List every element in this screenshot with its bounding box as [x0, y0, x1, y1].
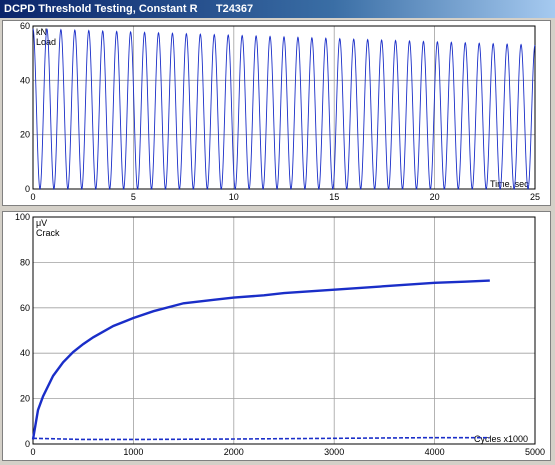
crack-chart-series-label: Crack — [36, 228, 60, 238]
crack-chart-x-tick-label: 3000 — [324, 447, 344, 457]
crack-chart-grid — [32, 216, 536, 445]
crack-chart-y-tick-label: 0 — [25, 439, 30, 449]
crack-chart-y-tick-label: 40 — [20, 348, 30, 358]
load-chart-y-tick-label: 0 — [25, 184, 30, 194]
crack-chart-y-ticks: 0 20 40 60 80 100 — [15, 212, 30, 449]
crack-chart-x-tick-label: 5000 — [525, 447, 545, 457]
crack-chart-y-tick-label: 20 — [20, 394, 30, 404]
crack-chart-plot-frame — [32, 216, 536, 445]
crack-chart-y-tick-label: 60 — [20, 303, 30, 313]
load-chart-y-tick-label: 40 — [20, 75, 30, 85]
load-chart-y-tick-label: 20 — [20, 130, 30, 140]
load-chart-x-tick-label: 20 — [430, 192, 440, 202]
crack-chart-x-tick-label: 2000 — [224, 447, 244, 457]
crack-chart-x-tick-label: 4000 — [425, 447, 445, 457]
load-chart-unit-label: kN — [36, 27, 47, 37]
crack-chart-x-tick-label: 0 — [30, 447, 35, 457]
load-chart-x-axis-label: Time, sec — [490, 179, 529, 189]
crack-chart-series-line-1 — [31, 279, 490, 440]
crack-chart: 0 20 40 60 80 100 0 1000 2000 3000 4000 5000 μV Cr… — [15, 212, 545, 457]
load-chart-x-ticks: 0 5 10 15 20 25 — [30, 192, 540, 202]
load-chart-x-tick-label: 10 — [229, 192, 239, 202]
crack-chart-y-tick-label: 100 — [15, 212, 30, 222]
load-chart-y-ticks: 0 20 40 60 — [20, 21, 30, 194]
load-chart-x-tick-label: 15 — [329, 192, 339, 202]
load-chart-panel: 0 20 40 60 0 5 10 15 20 25 kN Load Time, sec — [2, 20, 551, 206]
crack-chart-x-tick-label: 1000 — [123, 447, 143, 457]
window-title-bar: DCPD Threshold Testing, Constant R T2436… — [0, 0, 555, 18]
crack-chart-x-ticks: 0 1000 2000 3000 4000 5000 — [30, 447, 545, 457]
load-chart-y-tick-label: 60 — [20, 21, 30, 31]
load-chart-x-tick-label: 25 — [530, 192, 540, 202]
crack-chart-y-tick-label: 80 — [20, 257, 30, 267]
crack-chart-panel: 0 20 40 60 80 100 0 1000 2000 3000 4000 5000 μV Cr… — [2, 211, 551, 461]
load-chart-series-line — [32, 28, 536, 191]
load-chart-x-tick-label: 5 — [131, 192, 136, 202]
crack-chart-x-axis-label: Cycles x1000 — [474, 434, 528, 444]
crack-chart-series-line-2 — [32, 436, 490, 441]
crack-chart-unit-label: μV — [36, 218, 47, 228]
load-chart-x-tick-label: 0 — [30, 192, 35, 202]
window-title: DCPD Threshold Testing, Constant R T2436… — [4, 3, 254, 15]
load-chart-plot-frame — [32, 25, 536, 190]
